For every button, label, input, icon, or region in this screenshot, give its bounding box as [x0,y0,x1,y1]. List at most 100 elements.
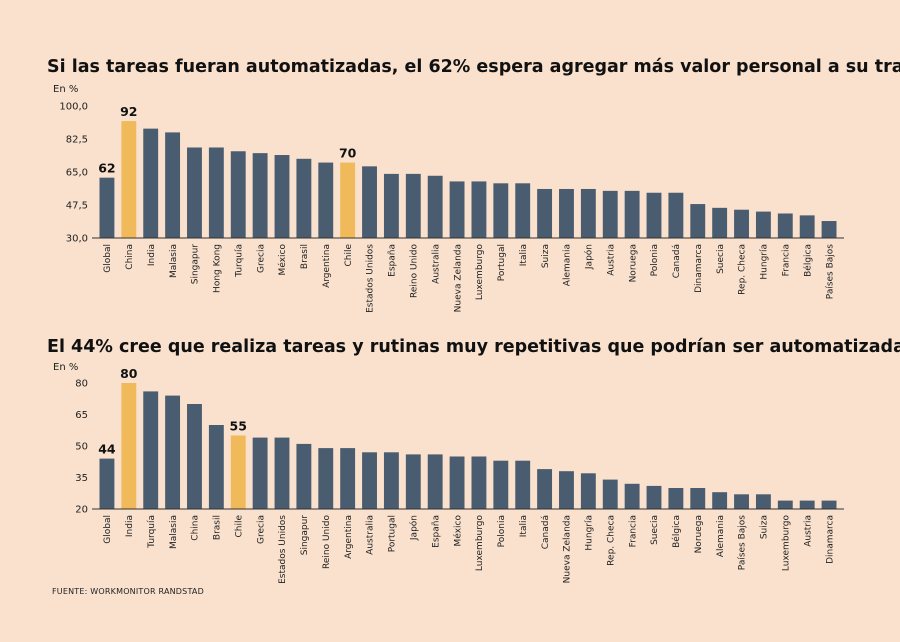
x-tick-label: Bélgica [802,244,813,277]
x-tick-label: Malasia [169,515,179,549]
bar-china [121,121,137,238]
bar-turquía [230,151,246,238]
bar-nueva-zelanda [559,471,574,509]
y-tick-label: 30,0 [66,234,88,245]
bar-chile [230,435,246,509]
bar-hungría [580,473,596,509]
x-tick-label: Australia [366,515,376,555]
bar-austria [799,500,815,509]
bar-bélgica [799,215,815,238]
x-tick-label: España [431,515,441,548]
x-tick-label: Alemania [716,515,726,557]
x-tick-label: Luxemburgo [475,515,485,572]
bar-canadá [537,469,553,509]
bar-españa [427,454,443,509]
x-tick-label: Noruega [694,515,704,553]
bar-hong-kong [208,147,224,238]
bar-suecia [712,207,728,238]
bar-luxemburgo [471,456,487,509]
x-tick-label: Brasil [213,515,223,540]
x-tick-label: Grecia [256,244,266,273]
bar-austria [602,190,618,238]
source-note: FUENTE: WORKMONITOR RANDSTAD [52,587,204,596]
x-tick-label: India [147,244,157,266]
bar-rep-checa [602,479,618,509]
bar-países-bajos [734,494,749,509]
bar-dinamarca [690,204,706,238]
y-tick-label: 47,5 [66,201,88,212]
bar-argentina [318,162,334,238]
bar-estados-unidos [362,166,377,238]
bar-méxico [449,456,465,509]
bar-italia [515,460,531,509]
data-label: 44 [98,442,116,457]
x-tick-label: Portugal [388,515,398,552]
bar-polonia [646,192,662,238]
bar-rep-checa [734,209,749,238]
bar-hungría [755,211,771,238]
bar-grecia [252,153,268,238]
bar-bélgica [668,488,684,509]
data-label: 70 [339,146,357,161]
data-label: 80 [120,366,138,381]
chart-tareas-repetitivas: El 44% cree que realiza tareas y rutinas… [47,337,900,584]
x-tick-label: Suecia [716,244,726,274]
bar-singapur [296,443,312,509]
x-tick-label: Nueva Zelanda [563,515,573,583]
y-tick-label: 65 [75,410,88,421]
bar-portugal [493,183,509,238]
bar-portugal [383,452,399,509]
bar-brasil [296,158,312,238]
y-tick-label: 80 [75,379,88,390]
bar-dinamarca [821,500,837,509]
x-tick-label: Luxemburgo [475,244,485,301]
bar-españa [383,173,399,238]
x-tick-label: Grecia [256,515,266,544]
bar-méxico [274,155,290,238]
x-tick-label: Argentina [322,244,332,288]
x-tick-label: Global [103,244,113,273]
bar-malasia [165,132,181,238]
bar-suiza [755,494,771,509]
x-tick-label: Hungría [585,515,595,551]
y-tick-label: 35 [75,473,88,484]
bar-noruega [624,190,640,238]
x-tick-label: Dinamarca [825,515,835,564]
bar-suecia [646,485,662,509]
x-tick-label: Chile [344,244,354,267]
x-tick-label: Reino Unido [409,244,419,298]
x-tick-label: Suecia [650,515,660,545]
bar-india [121,383,137,509]
bar-global [99,458,115,509]
x-tick-label: Países Bajos [738,515,748,571]
x-tick-label: Austria [606,244,616,276]
x-tick-label: India [125,515,135,537]
bar-malasia [165,395,181,509]
x-tick-label: Japón [584,244,595,270]
x-tick-label: Global [103,515,113,544]
x-tick-label: Austria [803,515,813,547]
x-tick-label: Suiza [541,244,551,268]
bar-chile [340,162,356,238]
x-tick-label: China [125,244,135,270]
bar-polonia [493,460,509,509]
bar-singapur [187,147,202,238]
x-tick-label: Francia [781,244,791,276]
x-tick-label: Polonia [650,244,660,276]
data-label: 62 [98,161,115,176]
x-tick-label: Singapur [300,515,310,556]
x-tick-label: Singapur [191,244,201,285]
bar-reino-unido [318,448,334,509]
bar-países-bajos [821,221,837,238]
x-tick-label: Nueva Zelanda [453,244,463,312]
bar-global [99,177,115,238]
data-label: 92 [120,104,137,119]
x-tick-label: Suiza [760,515,770,539]
x-tick-label: Alemania [563,244,573,286]
x-tick-label: Bélgica [671,515,682,548]
x-tick-label: Polonia [497,515,507,547]
bar-alemania [712,492,728,509]
x-tick-label: Reino Unido [322,515,332,569]
